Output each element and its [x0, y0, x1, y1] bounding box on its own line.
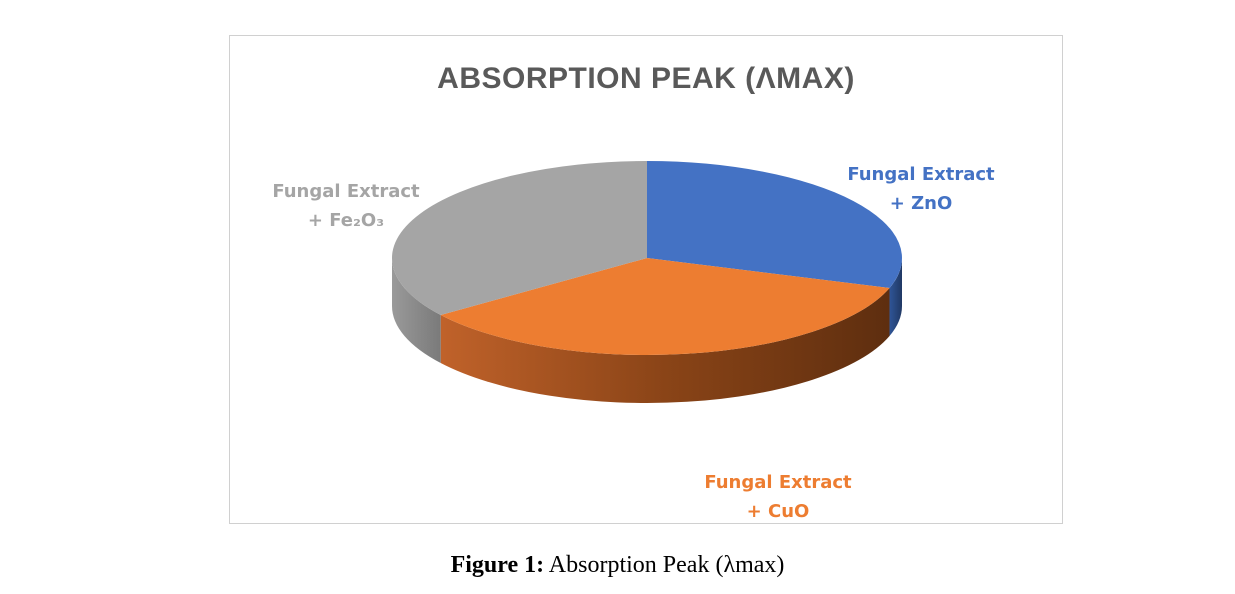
figure-caption: Figure 1: Absorption Peak (λmax)	[0, 552, 1235, 579]
slice-label-cuo: Fungal Extract + CuO	[704, 472, 852, 522]
slice-label-fe2o3: Fungal Extract + Fe₂O₃	[272, 181, 420, 231]
slice-label-fe2o3-line2: + Fe₂O₃	[308, 210, 384, 231]
slice-label-zno-line2: + ZnO	[890, 193, 953, 214]
pie-side-zno	[889, 258, 902, 336]
slice-label-cuo-line1: Fungal Extract	[704, 472, 852, 493]
pie-side-fe2o3	[392, 258, 441, 364]
figure-caption-prefix: Figure 1:	[450, 552, 545, 578]
pie-sides	[392, 258, 902, 403]
slice-label-zno: Fungal Extract + ZnO	[847, 164, 995, 214]
chart-title: ABSORPTION PEAK (ΛMAX)	[437, 62, 855, 95]
pie-slice-zno	[647, 161, 902, 288]
pie-side-cuo	[440, 287, 890, 403]
pie-tops	[392, 161, 902, 355]
slice-label-fe2o3-line1: Fungal Extract	[272, 181, 420, 202]
figure-caption-text: Absorption Peak (λmax)	[544, 552, 785, 578]
pie-slice-cuo	[440, 258, 890, 355]
slice-label-cuo-line2: + CuO	[747, 501, 810, 522]
pie-slice-fe2o3	[392, 161, 647, 316]
slice-label-zno-line1: Fungal Extract	[847, 164, 995, 185]
